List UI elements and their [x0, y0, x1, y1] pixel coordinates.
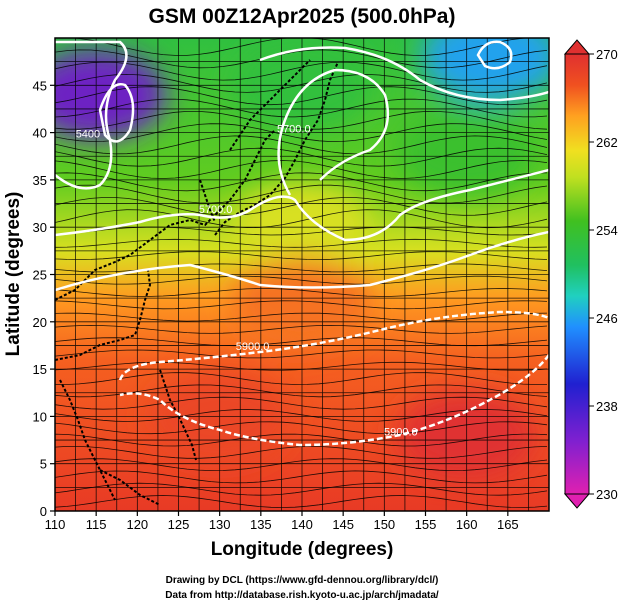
colorbar-tick-label: 262: [596, 135, 618, 150]
streamline: [55, 147, 548, 167]
streamline: [55, 263, 548, 273]
streamline: [55, 135, 548, 155]
y-tick-label: 10: [33, 409, 47, 424]
streamline: [55, 288, 548, 297]
streamline: [55, 361, 548, 371]
streamline: [55, 458, 548, 472]
y-tick-label: 5: [40, 457, 47, 472]
streamline: [55, 197, 548, 216]
streamline: [55, 396, 548, 410]
y-axis-label: Latitude (degrees): [3, 192, 24, 357]
colorbar-ticks: 230 238 246 254 262 270: [589, 47, 618, 502]
field-region: [55, 49, 167, 140]
colorbar: 230 238 246 254 262 270: [563, 39, 618, 509]
coastline-asia: [55, 129, 276, 301]
x-tick-label: 120: [126, 517, 148, 532]
y-tick-label: 15: [33, 362, 47, 377]
streamline: [55, 73, 548, 93]
streamline: [55, 312, 548, 322]
x-tick-label: 140: [291, 517, 313, 532]
streamline: [55, 209, 548, 229]
colorbar-top-arrow: [563, 39, 591, 55]
x-tick-label: 150: [373, 517, 395, 532]
grid: [55, 38, 549, 511]
coastline-china-south: [55, 269, 152, 361]
x-tick-label: 155: [415, 517, 437, 532]
contour-label: 5900.0: [384, 426, 418, 438]
streamline: [55, 300, 548, 310]
y-tick-label: 40: [33, 126, 47, 141]
coastline-philippines: [159, 369, 197, 461]
streamline: [55, 184, 548, 204]
coastline-russia: [229, 59, 311, 151]
y-tick-label: 0: [40, 504, 47, 519]
chart-title: GSM 00Z12Apr2025 (500.0hPa): [149, 5, 456, 28]
streamline: [55, 110, 548, 130]
x-tick-label: 135: [250, 517, 272, 532]
coastline-borneo: [99, 469, 161, 506]
streamline: [55, 324, 548, 334]
streamline: [55, 421, 548, 435]
streamline: [55, 470, 548, 484]
contour-5700-loop: [277, 68, 390, 196]
credit-data: Data from http://database.rish.kyoto-u.a…: [165, 590, 439, 601]
field-region: [421, 38, 549, 102]
streamline: [55, 372, 548, 385]
y-tick-label: 45: [33, 78, 47, 93]
streamline: [55, 275, 548, 285]
y-tick-label: 25: [33, 268, 47, 283]
contour-5900: [118, 310, 549, 447]
y-ticks: 0 5 10 15 20 25 30 35 40 45: [33, 78, 55, 519]
streamline: [55, 433, 548, 447]
x-tick-label: 125: [168, 517, 190, 532]
streamlines: [55, 38, 548, 508]
y-tick-label: 30: [33, 220, 47, 235]
colorbar-tick-label: 270: [596, 47, 618, 62]
contour-upper-arc: [259, 46, 549, 102]
x-axis-label: Longitude (degrees): [211, 539, 394, 560]
x-tick-label: 160: [456, 517, 478, 532]
colorbar-tick-label: 246: [596, 311, 618, 326]
contour-label: 5700.0: [277, 124, 311, 136]
contour-5700: [55, 168, 549, 242]
contour-low-ne: [476, 40, 513, 70]
colorbar-body: [564, 53, 590, 495]
contour-label: 5700.0: [199, 204, 233, 216]
streamline: [55, 482, 548, 496]
streamline: [55, 172, 548, 192]
streamline: [55, 226, 548, 236]
streamline: [55, 446, 548, 459]
streamline: [55, 495, 548, 508]
streamline: [55, 349, 548, 359]
x-tick-label: 115: [86, 517, 107, 532]
contours: [55, 40, 549, 447]
streamline: [55, 238, 548, 248]
colorbar-tick-label: 238: [596, 399, 618, 414]
streamline: [55, 123, 548, 143]
streamline: [55, 38, 547, 56]
colorbar-bottom-arrow: [563, 493, 591, 509]
streamline: [55, 61, 548, 81]
colorbar-tick-label: 230: [596, 487, 618, 502]
coastline-korea: [199, 179, 216, 223]
contour-labels: 5400 5700.0 5700.0 5900.0 5900.0: [76, 124, 418, 439]
contour-label: 5900.0: [236, 341, 270, 353]
x-ticks: 110 115 120 125 130 135 140 145 150 155 160 165: [45, 511, 519, 532]
coastline-japan: [214, 61, 339, 236]
plot-area: 5400 5700.0 5700.0 5900.0 5900.0: [55, 38, 549, 511]
x-tick-label: 145: [332, 517, 354, 532]
x-tick-label: 110: [45, 517, 66, 532]
credit-drawing: Drawing by DCL (https://www.gfd-dennou.o…: [166, 575, 439, 586]
streamline: [55, 409, 548, 422]
y-tick-label: 35: [33, 173, 47, 188]
x-tick-label: 130: [209, 517, 231, 532]
x-tick-label: 165: [497, 517, 519, 532]
y-tick-label: 20: [33, 315, 47, 330]
contour-label: 5400: [76, 128, 100, 140]
streamline: [55, 98, 548, 118]
colorbar-tick-label: 254: [596, 223, 618, 238]
contour-mid: [55, 230, 549, 292]
contour-low-nw: [98, 83, 135, 143]
